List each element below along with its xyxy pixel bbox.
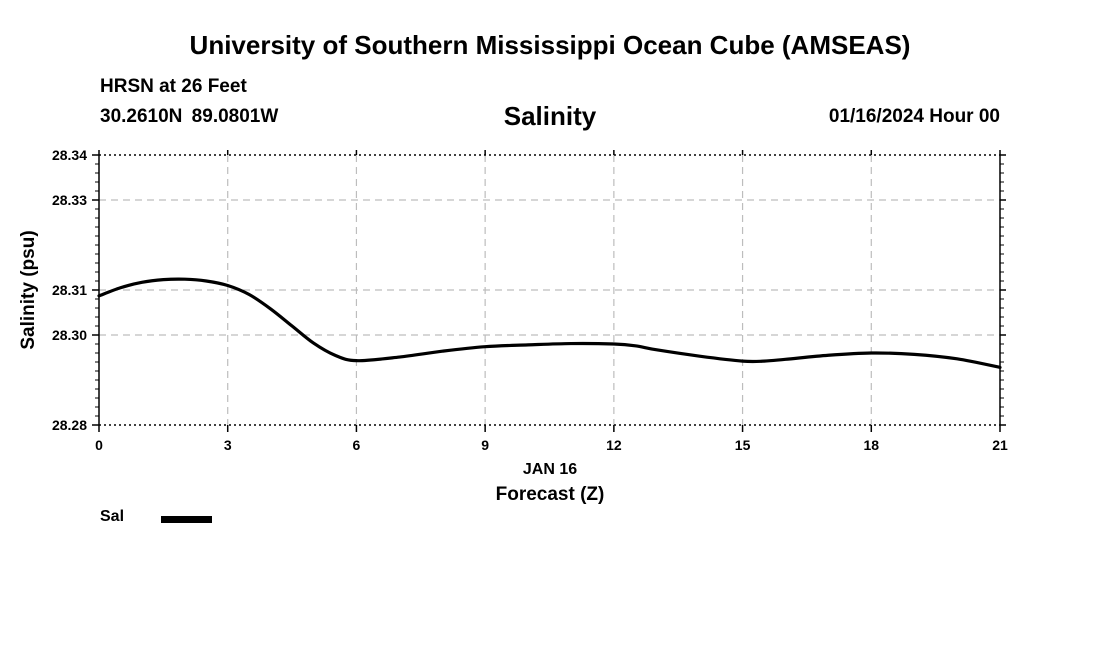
- x-tick-label: 0: [95, 437, 103, 453]
- y-tick-label: 28.33: [52, 192, 87, 208]
- x-axis-label: Forecast (Z): [496, 484, 605, 505]
- y-tick-label: 28.28: [52, 417, 87, 433]
- x-tick-label: 6: [353, 437, 361, 453]
- x-tick-label: 15: [735, 437, 751, 453]
- station-name: HRSN at 26 Feet: [100, 76, 247, 97]
- main-title: University of Southern Mississippi Ocean…: [189, 30, 911, 60]
- run-time: 01/16/2024 Hour 00: [828, 106, 1000, 127]
- x-tick-label: 18: [863, 437, 879, 453]
- x-tick-label: 21: [992, 437, 1008, 453]
- x-tick-label: 9: [481, 437, 489, 453]
- series-layer: [97, 277, 1002, 369]
- x-axis-date-label: JAN 16: [523, 461, 577, 478]
- chart-title: Salinity: [503, 101, 597, 131]
- y-axis-label: Salinity (psu): [18, 230, 39, 349]
- legend-label: Sal: [100, 508, 125, 525]
- y-tick-label: 28.30: [52, 327, 87, 343]
- axis-labels: JAN 16 Forecast (Z) Salinity (psu): [18, 230, 604, 505]
- legend-swatch: [161, 516, 212, 523]
- y-tick-label: 28.31: [52, 282, 87, 298]
- station-coords: 30.2610N 89.0801W: [100, 106, 279, 127]
- y-tick-label: 28.34: [52, 147, 87, 163]
- x-tick-label: 12: [606, 437, 622, 453]
- grid: [99, 154, 1000, 426]
- series-line-sal: [97, 277, 1002, 369]
- axis-ticks: 0 3 6 9 12 15 18 21 28.28 28.30 28.31 28.33 28.34: [52, 147, 1008, 453]
- x-tick-label: 3: [224, 437, 232, 453]
